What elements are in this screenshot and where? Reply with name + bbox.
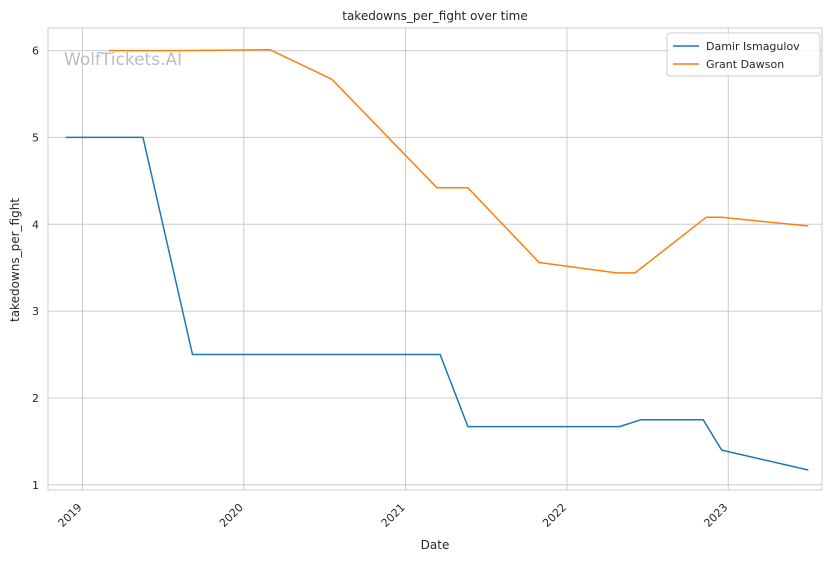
x-tick-label: 2022: [540, 501, 569, 530]
x-tick-label: 2020: [217, 501, 246, 530]
x-axis-label: Date: [421, 538, 450, 552]
series-line-1: [109, 48, 809, 274]
legend-label-damir: Damir Ismagulov: [706, 40, 800, 53]
plot-frame: [47, 27, 823, 491]
y-tick-label: 3: [32, 305, 39, 318]
x-tick-label: 2021: [379, 501, 408, 530]
legend: Damir Ismagulov Grant Dawson: [666, 32, 821, 77]
y-tick-label: 5: [32, 131, 39, 144]
y-tick-label: 4: [32, 218, 39, 231]
x-axis-ticks: 2019 2020 2021 2022 2023: [56, 501, 731, 530]
legend-box: [666, 32, 821, 77]
watermark: WolfTickets.AI: [64, 50, 182, 70]
legend-label-grant: Grant Dawson: [706, 58, 784, 71]
y-tick-label: 6: [32, 45, 39, 58]
y-axis-label: takedowns_per_fight: [8, 198, 22, 322]
y-axis-ticks: 1 2 3 4 5 6: [32, 45, 39, 492]
chart-title: takedowns_per_fight over time: [342, 9, 528, 23]
x-tick-label: 2023: [701, 501, 730, 530]
series-line-0: [65, 136, 809, 471]
grid: [48, 28, 822, 490]
series-layer: [65, 48, 809, 471]
y-tick-label: 1: [32, 479, 39, 492]
x-tick-label: 2019: [56, 501, 85, 530]
y-tick-label: 2: [32, 392, 39, 405]
